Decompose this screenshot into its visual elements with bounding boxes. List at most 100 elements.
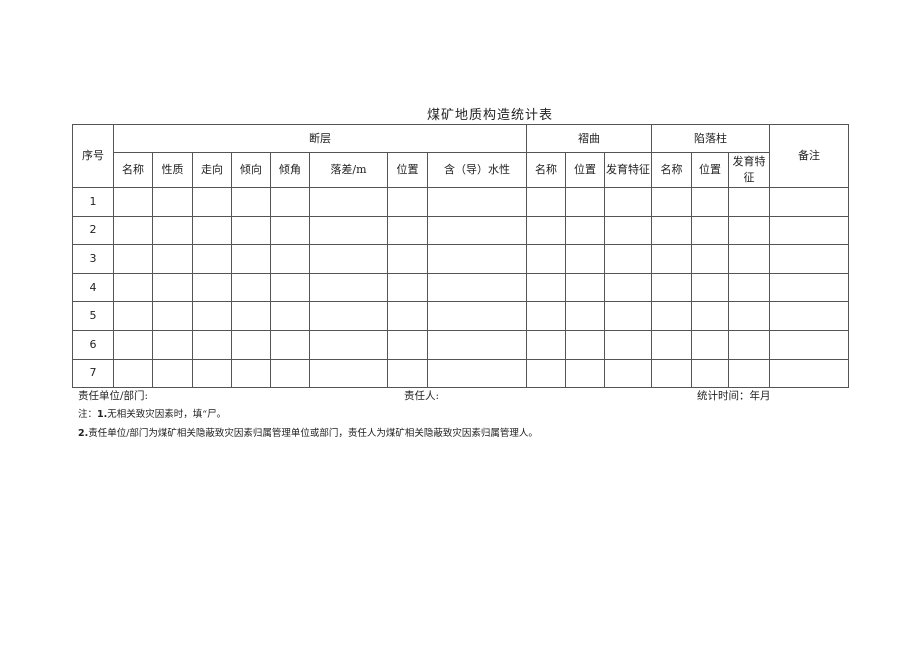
table-cell[interactable] [113, 215, 153, 246]
table-cell[interactable] [651, 358, 693, 389]
table-cell[interactable] [691, 215, 730, 246]
table-cell[interactable] [192, 215, 232, 246]
table-cell[interactable] [113, 187, 153, 217]
table-cell[interactable] [651, 215, 693, 246]
table-cell[interactable] [565, 301, 605, 331]
table-cell[interactable] [651, 301, 693, 331]
table-cell[interactable] [387, 329, 428, 360]
table-cell[interactable] [769, 358, 850, 389]
table-cell[interactable] [603, 329, 653, 360]
table-cell[interactable] [231, 215, 271, 246]
table-cell[interactable] [152, 244, 193, 274]
table-cell[interactable] [309, 244, 388, 274]
table-cell[interactable] [728, 329, 771, 360]
table-cell[interactable] [728, 272, 771, 303]
table-cell[interactable] [651, 329, 693, 360]
table-cell[interactable] [113, 244, 153, 274]
table-cell[interactable] [309, 187, 388, 217]
table-cell[interactable] [728, 215, 771, 246]
table-cell[interactable] [387, 215, 428, 246]
table-cell[interactable] [651, 244, 693, 274]
table-cell[interactable] [728, 187, 771, 217]
table-cell[interactable] [152, 272, 193, 303]
table-cell[interactable] [152, 215, 193, 246]
table-cell[interactable] [728, 358, 771, 389]
table-cell[interactable] [152, 358, 193, 389]
table-cell[interactable] [728, 244, 771, 274]
table-cell[interactable] [769, 187, 850, 217]
table-cell[interactable] [603, 244, 653, 274]
table-cell[interactable] [565, 329, 605, 360]
table-cell[interactable] [152, 187, 193, 217]
table-cell[interactable] [526, 244, 566, 274]
table-cell[interactable] [231, 244, 271, 274]
table-cell[interactable] [526, 215, 566, 246]
table-cell[interactable] [270, 187, 310, 217]
table-cell[interactable] [387, 187, 428, 217]
table-cell[interactable] [651, 272, 693, 303]
table-cell[interactable] [603, 187, 653, 217]
table-cell[interactable] [526, 301, 566, 331]
table-cell[interactable] [427, 272, 527, 303]
table-cell[interactable] [387, 272, 428, 303]
table-cell[interactable] [427, 215, 527, 246]
table-cell[interactable] [691, 272, 730, 303]
table-cell[interactable] [565, 272, 605, 303]
table-cell[interactable] [192, 244, 232, 274]
table-cell[interactable] [231, 187, 271, 217]
table-cell[interactable] [387, 358, 428, 389]
table-cell[interactable] [309, 329, 388, 360]
table-cell[interactable] [728, 301, 771, 331]
table-cell[interactable] [769, 244, 850, 274]
table-cell[interactable] [427, 301, 527, 331]
table-cell[interactable] [192, 329, 232, 360]
table-cell[interactable] [231, 272, 271, 303]
table-cell[interactable] [270, 329, 310, 360]
table-cell[interactable] [691, 329, 730, 360]
table-cell[interactable] [231, 329, 271, 360]
table-cell[interactable] [769, 329, 850, 360]
table-cell[interactable] [113, 358, 153, 389]
table-cell[interactable] [309, 272, 388, 303]
table-cell[interactable] [192, 358, 232, 389]
table-cell[interactable] [387, 244, 428, 274]
table-cell[interactable] [603, 272, 653, 303]
table-cell[interactable] [113, 329, 153, 360]
table-cell[interactable] [309, 301, 388, 331]
table-cell[interactable] [565, 215, 605, 246]
table-cell[interactable] [691, 244, 730, 274]
table-cell[interactable] [309, 358, 388, 389]
table-cell[interactable] [270, 215, 310, 246]
table-cell[interactable] [526, 358, 566, 389]
table-cell[interactable] [192, 301, 232, 331]
table-cell[interactable] [192, 272, 232, 303]
table-cell[interactable] [565, 358, 605, 389]
table-cell[interactable] [231, 301, 271, 331]
table-cell[interactable] [427, 187, 527, 217]
table-cell[interactable] [309, 215, 388, 246]
table-cell[interactable] [427, 244, 527, 274]
table-cell[interactable] [113, 272, 153, 303]
table-cell[interactable] [270, 244, 310, 274]
table-cell[interactable] [769, 301, 850, 331]
table-cell[interactable] [769, 215, 850, 246]
table-cell[interactable] [427, 358, 527, 389]
table-cell[interactable] [769, 272, 850, 303]
table-cell[interactable] [603, 301, 653, 331]
table-cell[interactable] [192, 187, 232, 217]
table-cell[interactable] [152, 329, 193, 360]
table-cell[interactable] [231, 358, 271, 389]
table-cell[interactable] [565, 244, 605, 274]
table-cell[interactable] [270, 358, 310, 389]
table-cell[interactable] [691, 301, 730, 331]
table-cell[interactable] [603, 358, 653, 389]
table-cell[interactable] [691, 187, 730, 217]
table-cell[interactable] [603, 215, 653, 246]
table-cell[interactable] [565, 187, 605, 217]
table-cell[interactable] [270, 301, 310, 331]
table-cell[interactable] [270, 272, 310, 303]
table-cell[interactable] [691, 358, 730, 389]
table-cell[interactable] [152, 301, 193, 331]
table-cell[interactable] [113, 301, 153, 331]
table-cell[interactable] [387, 301, 428, 331]
